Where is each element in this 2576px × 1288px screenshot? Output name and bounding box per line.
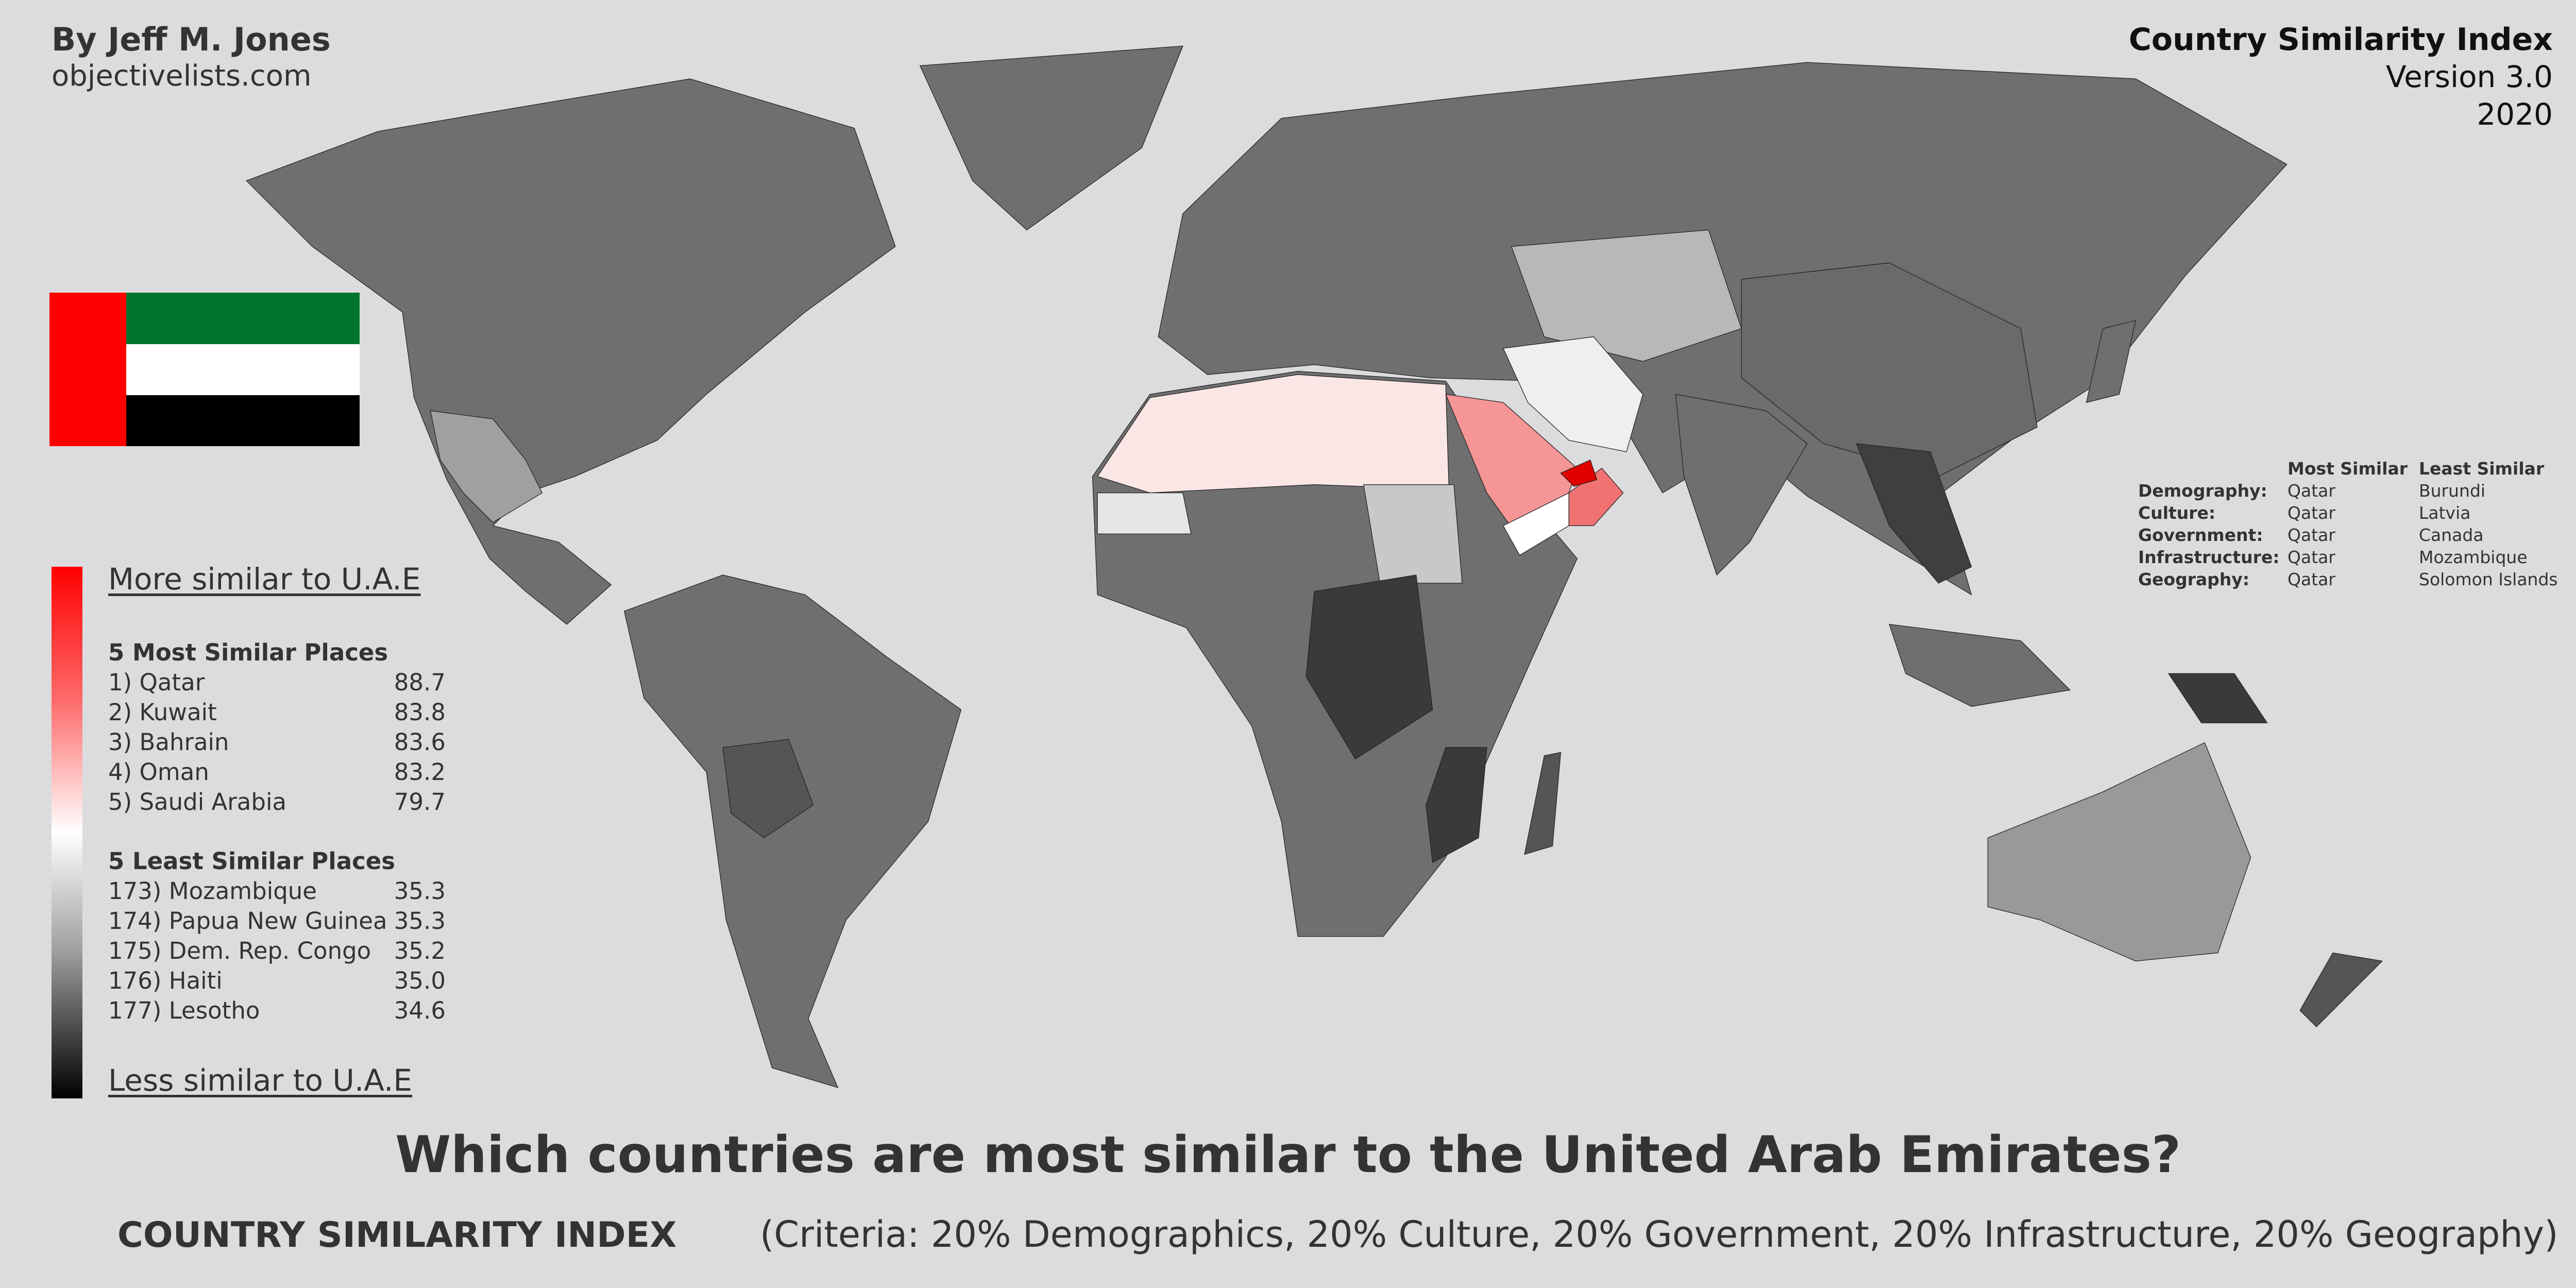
legend-less-similar: Less similar to U.A.E [108,1063,413,1098]
most-similar-row: 2) Kuwait 83.8 [108,699,446,726]
flag-red-band [49,293,126,446]
criteria-label: Geography: [2138,569,2250,589]
criteria-most: Qatar [2287,547,2335,567]
criteria-label: Infrastructure: [2138,547,2280,567]
criteria-header-row: Most Similar Least Similar [2138,457,2558,480]
region-bolivia [722,739,814,839]
row-value: 79.7 [394,788,446,816]
flag-black-stripe [126,395,360,446]
region-madagascar [1524,752,1562,855]
criteria-least: Mozambique [2419,547,2528,567]
region-greenland [919,45,1183,231]
row-label: 175) Dem. Rep. Congo [108,937,371,964]
region-india [1675,394,1808,576]
criteria-row: Culture: Qatar Latvia [2138,502,2558,524]
criteria-least: Burundi [2419,481,2486,501]
criteria-most: Qatar [2287,503,2335,523]
criteria-label: Government: [2138,525,2263,545]
region-sahel [1097,492,1192,534]
row-value: 35.0 [394,967,446,994]
index-title: Country Similarity Index [2128,22,2553,58]
criteria-least: Canada [2419,525,2484,545]
flag-green-stripe [126,293,360,344]
criteria-row: Demography: Qatar Burundi [2138,480,2558,502]
index-name: COUNTRY SIMILARITY INDEX [117,1215,677,1256]
year-label: 2020 [2477,97,2553,132]
region-new-zealand [2299,952,2383,1027]
region-china [1741,262,2038,477]
criteria-least: Solomon Islands [2419,569,2558,589]
region-central-asia [1511,229,1742,362]
main-title: Which countries are most similar to the … [395,1126,2181,1184]
author-credit: By Jeff M. Jones [52,21,331,58]
least-similar-row: 176) Haiti 35.0 [108,967,446,994]
row-label: 5) Saudi Arabia [108,788,287,816]
row-value: 83.6 [394,728,446,756]
region-sudan [1363,484,1463,584]
row-label: 3) Bahrain [108,728,229,756]
most-similar-heading: 5 Most Similar Places [108,639,388,666]
row-value: 35.3 [394,907,446,935]
site-credit: objectivelists.com [52,59,312,93]
uae-flag [49,293,360,446]
region-mexico [430,410,543,523]
region-south-america [623,574,962,1088]
row-label: 177) Lesotho [108,997,260,1024]
row-value: 35.3 [394,877,446,905]
criteria-least: Latvia [2419,503,2471,523]
flag-white-stripe [126,344,360,395]
criteria-label: Demography: [2138,481,2267,501]
region-indonesia [1889,623,2071,707]
most-similar-row: 5) Saudi Arabia 79.7 [108,788,446,816]
criteria-row: Government: Qatar Canada [2138,524,2558,546]
criteria-row: Infrastructure: Qatar Mozambique [2138,546,2558,568]
criteria-text: (Criteria: 20% Demographics, 20% Culture… [760,1213,2558,1256]
row-value: 83.8 [394,699,446,726]
criteria-most: Qatar [2287,481,2335,501]
least-similar-row: 174) Papua New Guinea 35.3 [108,907,446,935]
row-label: 2) Kuwait [108,699,217,726]
region-oman [1568,467,1624,527]
region-uae [1560,459,1598,487]
least-similar-row: 177) Lesotho 34.6 [108,997,446,1024]
row-label: 173) Mozambique [108,877,317,905]
region-central-africa-dark [1306,574,1433,760]
criteria-row: Geography: Qatar Solomon Islands [2138,568,2558,590]
region-papua [2167,673,2268,723]
region-australia [1987,742,2251,962]
criteria-most: Qatar [2287,525,2335,545]
least-similar-row: 175) Dem. Rep. Congo 35.2 [108,937,446,964]
row-label: 1) Qatar [108,669,205,696]
row-label: 4) Oman [108,758,209,786]
criteria-most: Qatar [2287,569,2335,589]
row-label: 176) Haiti [108,967,223,994]
region-north-africa [1097,374,1450,494]
region-indochina [1856,443,1972,584]
row-value: 34.6 [394,997,446,1024]
row-value: 88.7 [394,669,446,696]
legend-more-similar: More similar to U.A.E [108,562,421,597]
col-least-similar: Least Similar [2419,459,2545,479]
least-similar-row: 173) Mozambique 35.3 [108,877,446,905]
most-similar-row: 3) Bahrain 83.6 [108,728,446,756]
region-japan [2086,319,2137,403]
region-iran [1502,336,1643,452]
row-value: 35.2 [394,937,446,964]
criteria-label: Culture: [2138,503,2216,523]
most-similar-row: 1) Qatar 88.7 [108,669,446,696]
col-most-similar: Most Similar [2287,459,2408,479]
version-label: Version 3.0 [2386,59,2553,94]
legend-gradient-bar [52,567,82,1098]
most-similar-row: 4) Oman 83.2 [108,758,446,786]
row-value: 83.2 [394,758,446,786]
criteria-table: Most Similar Least Similar Demography: Qat… [2138,457,2558,590]
row-label: 174) Papua New Guinea [108,907,387,935]
region-mozambique [1426,747,1487,863]
least-similar-heading: 5 Least Similar Places [108,848,396,875]
